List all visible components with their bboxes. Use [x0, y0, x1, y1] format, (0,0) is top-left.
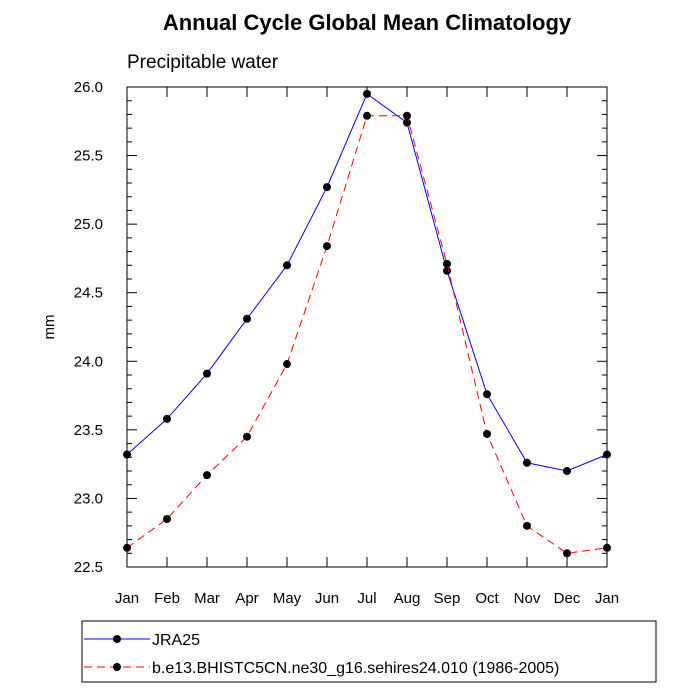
x-tick-label: Feb: [154, 590, 180, 607]
x-tick-label: Jan: [595, 590, 619, 607]
x-tick-label: Oct: [475, 590, 499, 607]
series-2-point: [283, 360, 291, 369]
series-1-point: [563, 467, 571, 475]
series-2-point: [563, 549, 571, 558]
x-tick-label: Jun: [315, 590, 339, 607]
y-tick-label: 23.0: [74, 490, 103, 507]
y-tick-label: 24.5: [74, 285, 103, 302]
chart-subtitle: Precipitable water: [127, 52, 279, 73]
x-tick-label: Dec: [554, 590, 581, 607]
series-line-2: [126, 115, 608, 554]
series-1-point: [403, 118, 411, 127]
y-tick-label: 25.5: [74, 148, 103, 165]
series-2-point: [523, 521, 531, 530]
axis-layer: Jan Feb Mar Apr May Jun Jul Aug Sep Oct Nov Dec Jan 2…: [74, 79, 619, 607]
series-1-point: [203, 369, 211, 378]
y-tick-label: 22.5: [74, 559, 103, 576]
series-layer: [123, 89, 611, 558]
series-1-point: [243, 314, 251, 323]
x-tick-label: Nov: [514, 590, 541, 607]
y-axis-label: mm: [41, 315, 58, 340]
legend: JRA25 b.e13.BHISTC5CN.ne30_g16.sehires24.…: [81, 620, 657, 683]
x-tick-label: Jul: [357, 590, 376, 607]
plot-frame: [126, 86, 608, 568]
legend-marker-1: [113, 635, 121, 643]
series-2-point: [203, 471, 211, 480]
series-1-point: [323, 183, 331, 192]
y-tick-label: 26.0: [74, 79, 103, 96]
series-2-point: [163, 515, 171, 523]
legend-marker-2: [113, 663, 121, 671]
y-tick-label: 23.5: [74, 422, 103, 439]
series-1-point: [443, 266, 451, 275]
x-tick-label: Aug: [394, 590, 421, 607]
legend-label-1: JRA25: [152, 632, 200, 649]
series-1-point: [523, 458, 531, 467]
legend-frame: [81, 620, 657, 683]
series-1-point: [283, 261, 291, 270]
series-2-point: [363, 111, 371, 120]
x-tick-label: May: [273, 590, 302, 607]
series-1-point: [163, 414, 171, 423]
x-tick-label: Sep: [434, 590, 461, 607]
chart-title: Annual Cycle Global Mean Climatology: [163, 10, 572, 35]
series-2-point: [323, 242, 331, 251]
x-tick-label: Jan: [115, 590, 139, 607]
y-tick-label: 25.0: [74, 216, 103, 233]
series-1-point: [483, 390, 491, 399]
x-tick-label: Apr: [235, 590, 258, 607]
series-line-1: [126, 93, 608, 472]
legend-label-2: b.e13.BHISTC5CN.ne30_g16.sehires24.010 (…: [152, 660, 559, 677]
series-2-point: [443, 259, 451, 268]
series-2-point: [243, 432, 251, 441]
y-tick-label: 24.0: [74, 353, 103, 370]
series-2-point: [403, 111, 411, 120]
x-tick-label: Mar: [194, 590, 220, 607]
series-2-point: [483, 429, 491, 438]
